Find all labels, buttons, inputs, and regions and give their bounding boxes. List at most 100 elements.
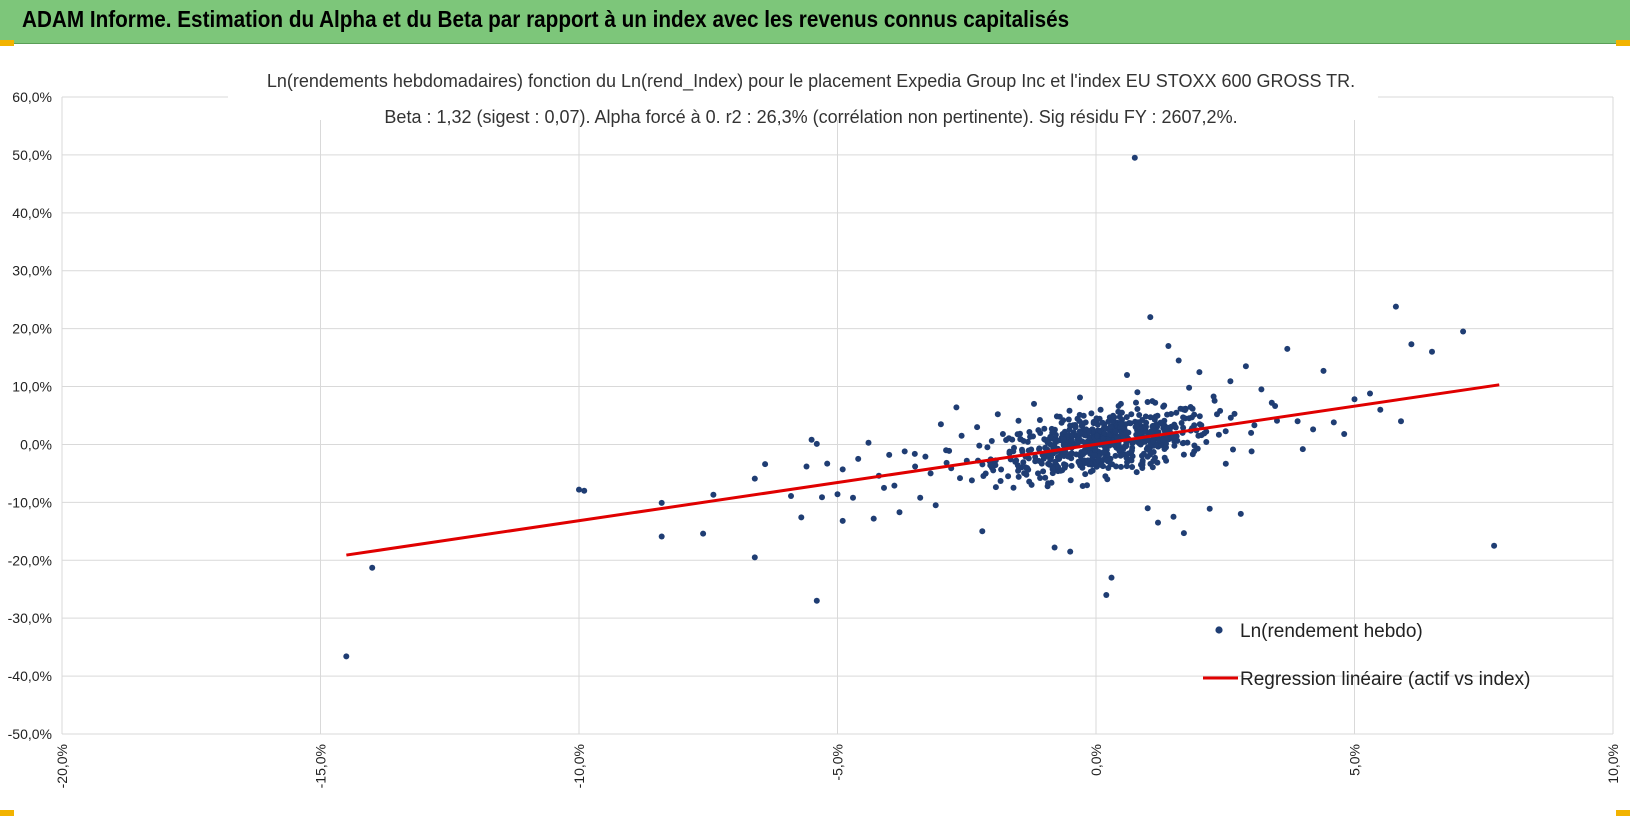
scatter-point [1180, 530, 1187, 537]
scatter-point [1237, 510, 1244, 517]
scatter-point [1129, 464, 1136, 470]
scatter-point [1178, 420, 1185, 426]
scatter-point [1006, 448, 1013, 455]
scatter-point [957, 475, 963, 482]
scatter-point [1037, 475, 1044, 481]
scatter-point [824, 460, 831, 467]
scatter-point [1108, 574, 1115, 581]
scatter-point [1014, 462, 1021, 469]
scatter-point [1041, 425, 1048, 432]
regression-line [346, 383, 1500, 557]
scatter-point [1112, 452, 1119, 459]
scatter-point [1198, 422, 1205, 429]
scatter-point [855, 455, 862, 462]
scatter-point [1248, 448, 1255, 455]
scatter-point [1036, 417, 1043, 423]
scatter-point [1067, 477, 1074, 484]
y-axis-ticks: 60,0% 50,0% 40,0% 30,0% 20,0% 10,0% 0,0% -10,0%… [8, 89, 52, 742]
y-tick-label: -20,0% [8, 552, 52, 568]
scatter-point [1398, 418, 1404, 425]
scatter-point [1112, 428, 1119, 435]
y-tick-label: -50,0% [8, 726, 52, 742]
scatter-point [1231, 410, 1238, 417]
scatter-point [990, 467, 997, 474]
scatter-point [751, 554, 758, 561]
scatter-point [1067, 450, 1074, 457]
scatter-point [1123, 463, 1130, 470]
scatter-point [1201, 430, 1208, 437]
scatter-point [1320, 367, 1327, 374]
scatter-point [813, 440, 820, 447]
scatter-point [1069, 432, 1075, 439]
scatter-point [1105, 465, 1112, 471]
scatter-point [1019, 446, 1025, 453]
scatter-point [1139, 461, 1146, 468]
scatter-point [997, 478, 1004, 484]
scatter-point [1091, 452, 1098, 458]
scatter-point [1164, 424, 1171, 431]
scatter-point [1330, 419, 1337, 426]
scatter-point [1099, 419, 1106, 426]
scatter-point [1164, 411, 1171, 418]
scatter-point [1101, 448, 1108, 455]
regression-layer [346, 383, 1500, 557]
y-tick-label: 10,0% [12, 379, 52, 395]
scatter-point [1134, 406, 1141, 412]
scatter-point [1107, 423, 1114, 430]
scatter-point [1215, 431, 1222, 438]
scatter-point [1053, 413, 1060, 420]
scatter-point [988, 438, 995, 444]
scatter-point [1068, 462, 1075, 469]
scatter-point [762, 461, 769, 468]
corner-marker-top-left [0, 40, 14, 46]
scatter-point [1011, 444, 1017, 451]
scatter-point [1161, 454, 1168, 461]
scatter-point [1103, 592, 1110, 598]
scatter-point [1113, 463, 1119, 470]
scatter-point [1137, 429, 1144, 436]
scatter-point [1171, 442, 1178, 449]
scatter-point [1117, 452, 1124, 459]
scatter-point [1147, 314, 1154, 321]
scatter-point [813, 597, 820, 604]
scatter-point [1040, 455, 1047, 462]
scatter-point [968, 477, 975, 484]
scatter-point [1049, 470, 1056, 477]
scatter-point [1144, 399, 1151, 405]
scatter-point [1082, 471, 1089, 478]
scatter-point [1248, 429, 1255, 436]
scatter-point [1128, 411, 1135, 418]
scatter-point [1206, 505, 1213, 512]
scatter-point [658, 499, 665, 506]
scatter-point [1377, 406, 1384, 413]
scatter-point [1203, 439, 1210, 445]
scatter-point [998, 466, 1005, 473]
scatter-point [1133, 399, 1139, 406]
scatter-point [980, 473, 987, 479]
scatter-point [1180, 439, 1187, 446]
scatter-point [1077, 394, 1083, 401]
scatter-point [1242, 363, 1249, 370]
scatter-point [1048, 479, 1055, 486]
scatter-point [1097, 406, 1104, 413]
scatter-point [1429, 348, 1435, 355]
y-tick-label: 0,0% [20, 436, 52, 452]
scatter-point [865, 439, 872, 446]
scatter-point [369, 564, 376, 571]
scatter-point [1058, 419, 1065, 426]
corner-marker-bottom-right [1616, 810, 1630, 816]
report-title: ADAM Informe. Estimation du Alpha et du … [22, 6, 1070, 32]
scatter-point [1115, 408, 1122, 415]
scatter-point [751, 475, 758, 482]
scatter-point [1460, 328, 1467, 335]
scatter-point [1196, 369, 1203, 376]
scatter-point [1015, 473, 1022, 480]
scatter-point [1107, 460, 1114, 467]
scatter-point [1009, 436, 1016, 443]
scatter-point [1134, 438, 1141, 445]
scatter-point [1047, 433, 1054, 440]
scatter-point [992, 462, 999, 469]
scatter-point [1087, 434, 1094, 441]
scatter-point [819, 494, 825, 501]
